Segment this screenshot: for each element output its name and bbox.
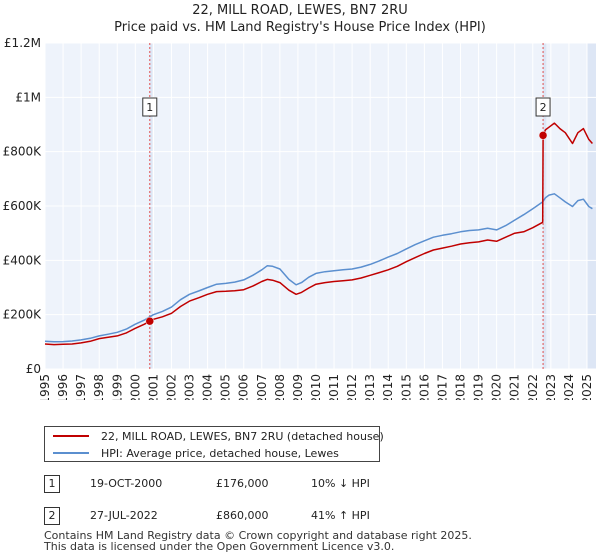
x-tick-label: 2005 — [219, 374, 233, 400]
legend-swatch-hpi — [53, 452, 89, 454]
transaction-hpi-change: 10% ↓ HPI — [311, 477, 370, 490]
x-tick-label: 2011 — [327, 374, 341, 400]
y-tick-label: £600K — [3, 199, 43, 213]
x-tick-label: 1997 — [74, 374, 88, 400]
x-tick-label: 2022 — [526, 374, 540, 400]
legend-item-property: 22, MILL ROAD, LEWES, BN7 2RU (detached … — [53, 428, 384, 444]
chart-legend: 22, MILL ROAD, LEWES, BN7 2RU (detached … — [44, 426, 384, 462]
y-tick-label: £1.2M — [4, 36, 41, 50]
x-tick-label: 2025 — [580, 374, 594, 400]
sale-point — [145, 316, 155, 326]
x-tick-label: 2006 — [237, 374, 251, 400]
x-tick-label: 2009 — [291, 374, 305, 400]
chart-subtitle: Price paid vs. HM Land Registry's House … — [114, 20, 486, 35]
x-tick-label: 2010 — [309, 374, 323, 400]
transaction-date: 19-OCT-2000 — [90, 477, 163, 490]
x-tick-label: 2007 — [255, 374, 269, 400]
legend-label-hpi: HPI: Average price, detached house, Lewe… — [101, 446, 339, 460]
x-tick-label: 2012 — [345, 374, 359, 400]
annotation-label: 1 — [146, 101, 153, 114]
x-tick-label: 2023 — [544, 374, 558, 400]
transaction-number: 1 — [44, 475, 60, 493]
y-tick-label: £800K — [3, 145, 43, 159]
x-tick-label: 1995 — [38, 374, 52, 400]
transaction-hpi-change: 41% ↑ HPI — [311, 509, 370, 522]
x-tick-label: 2020 — [490, 374, 504, 400]
x-tick-label: 2021 — [508, 374, 522, 400]
transaction-price: £860,000 — [216, 509, 269, 522]
x-tick-label: 2002 — [164, 374, 178, 400]
x-tick-label: 1996 — [56, 374, 70, 400]
x-tick-label: 2001 — [146, 374, 160, 400]
y-tick-label: £200K — [3, 308, 43, 322]
x-tick-label: 2016 — [417, 374, 431, 400]
x-tick-label: 2018 — [454, 374, 468, 400]
y-tick-label: £0 — [26, 362, 41, 376]
x-tick-label: 2019 — [472, 374, 486, 400]
transaction-number: 2 — [44, 507, 60, 525]
chart-title: 22, MILL ROAD, LEWES, BN7 2RU — [192, 3, 408, 18]
annotation-box — [535, 97, 551, 117]
y-tick-label: £1M — [15, 90, 41, 104]
transaction-price: £176,000 — [216, 477, 269, 490]
x-tick-label: 2017 — [435, 374, 449, 400]
x-tick-label: 2000 — [128, 374, 142, 400]
price-chart: £0 £200K £400K £600K £800K £1M £1.2M 1995 1996 19… — [3, 36, 596, 400]
annotation-label: 2 — [540, 101, 547, 114]
footer: Contains HM Land Registry data © Crown c… — [44, 530, 472, 552]
x-tick-label: 2008 — [273, 374, 287, 400]
footer-licence: This data is licensed under the Open Gov… — [44, 540, 395, 553]
legend-swatch-property — [53, 435, 89, 437]
transaction-date: 27-JUL-2022 — [90, 509, 158, 522]
footer-copyright: Contains HM Land Registry data © Crown c… — [44, 529, 472, 542]
x-tick-label: 1999 — [110, 374, 124, 400]
x-tick-label: 1998 — [92, 374, 106, 400]
annotation-box — [142, 97, 158, 117]
x-tick-label: 2004 — [201, 374, 215, 400]
legend-label-property: 22, MILL ROAD, LEWES, BN7 2RU (detached … — [101, 429, 384, 443]
x-tick-label: 2014 — [381, 374, 395, 400]
x-tick-label: 2024 — [562, 374, 576, 400]
x-tick-label: 2003 — [183, 374, 197, 400]
sale-point — [538, 131, 548, 140]
x-tick-label: 2013 — [363, 374, 377, 400]
x-tick-label: 2015 — [399, 374, 413, 400]
y-tick-label: £400K — [3, 253, 43, 267]
legend-item-hpi: HPI: Average price, detached house, Lewe… — [53, 445, 339, 461]
